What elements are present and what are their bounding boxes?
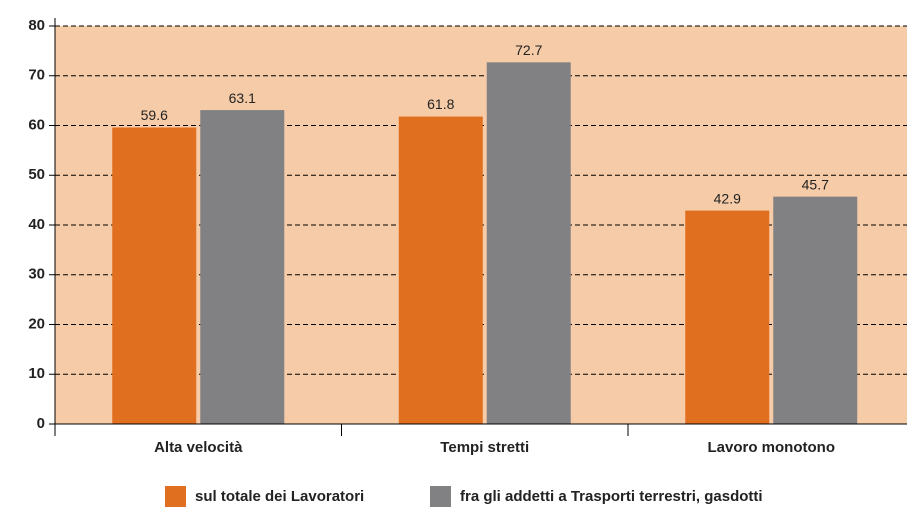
x-tick-label: Lavoro monotono	[708, 439, 836, 456]
y-tick-label: 80	[28, 17, 45, 34]
x-tick-label: Alta velocità	[154, 439, 243, 456]
value-label: 63.1	[229, 90, 256, 106]
bar	[112, 127, 197, 425]
y-tick-label: 50	[28, 166, 45, 183]
bar	[773, 196, 858, 424]
value-label: 61.8	[427, 96, 454, 112]
y-tick-label: 20	[28, 315, 45, 332]
x-tick-label: Tempi stretti	[440, 439, 529, 456]
legend-label: fra gli addetti a Trasporti terrestri, g…	[460, 488, 763, 505]
bar	[685, 210, 770, 424]
legend-label: sul totale dei Lavoratori	[195, 488, 364, 505]
bar	[398, 116, 483, 425]
value-label: 59.6	[141, 107, 168, 123]
value-label: 42.9	[714, 190, 741, 206]
y-tick-label: 40	[28, 216, 45, 233]
value-label: 45.7	[802, 176, 829, 192]
y-tick-label: 10	[28, 365, 45, 382]
bar	[486, 62, 571, 424]
y-tick-label: 30	[28, 266, 45, 283]
value-label: 72.7	[515, 42, 542, 58]
y-tick-label: 70	[28, 67, 45, 84]
legend-swatch	[430, 486, 451, 507]
bar	[200, 110, 285, 424]
y-tick-label: 0	[37, 415, 45, 432]
legend-swatch	[165, 486, 186, 507]
y-tick-label: 60	[28, 116, 45, 133]
